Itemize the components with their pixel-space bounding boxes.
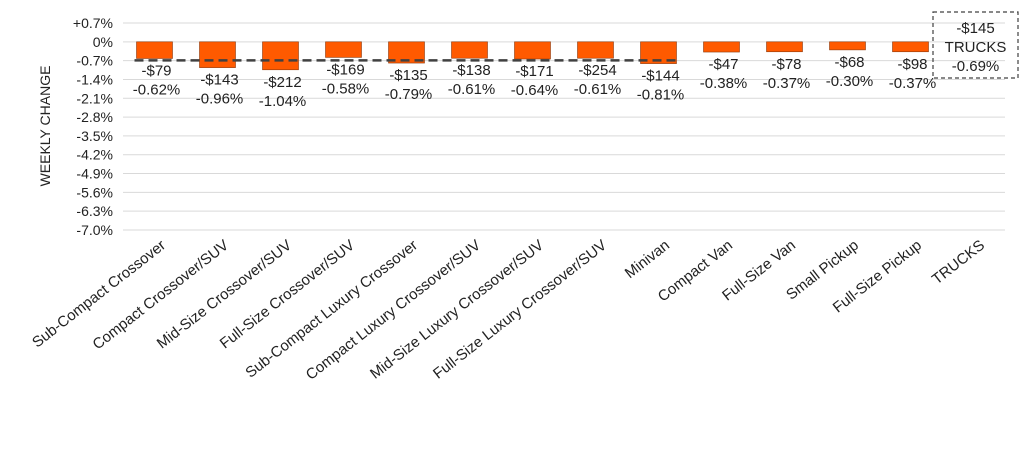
- bar: [703, 41, 740, 53]
- bar-dollar-label: -$135: [389, 67, 427, 84]
- bar-dollar-label: -$171: [515, 63, 553, 80]
- bar-dollar-label: -$78: [771, 56, 801, 73]
- bar: [892, 41, 929, 53]
- summary-dollar: -$145: [956, 20, 994, 37]
- bar-dollar-label: -$144: [641, 68, 679, 85]
- bar: [325, 41, 362, 58]
- bar: [262, 41, 299, 71]
- y-tick-label: 0%: [93, 34, 113, 50]
- y-tick-label: -7.0%: [76, 222, 113, 238]
- y-tick-label: -6.3%: [76, 203, 113, 219]
- bar-dollar-label: -$212: [263, 74, 301, 91]
- bar-percent-label: -0.37%: [763, 75, 811, 92]
- bar-dollar-label: -$143: [200, 72, 238, 89]
- bar-percent-label: -0.58%: [322, 80, 370, 97]
- summary-label: TRUCKS: [945, 39, 1007, 56]
- bar-percent-label: -0.79%: [385, 86, 433, 103]
- bar-dollar-label: -$47: [708, 56, 738, 73]
- data-labels: -$79 -0.62% -$143 -0.96% -$212 -1.04% -$169 -0.…: [133, 54, 937, 110]
- y-tick-label: -5.6%: [76, 184, 113, 200]
- y-tick-label: -1.4%: [76, 71, 113, 87]
- bar: [451, 41, 488, 59]
- bar-percent-label: -0.62%: [133, 81, 181, 98]
- bar-dollar-label: -$68: [834, 54, 864, 71]
- bar: [514, 41, 551, 60]
- x-tick-label: Minivan: [622, 237, 673, 282]
- bar-percent-label: -0.96%: [196, 91, 244, 108]
- bar-percent-label: -0.81%: [637, 87, 685, 104]
- bar-percent-label: -0.30%: [826, 73, 874, 90]
- bar: [829, 41, 866, 51]
- bar: [136, 41, 173, 59]
- y-tick-label: -3.5%: [76, 128, 113, 144]
- bar-dollar-label: -$79: [141, 62, 171, 79]
- bars: [136, 41, 929, 71]
- bar-percent-label: -1.04%: [259, 93, 307, 110]
- bar-percent-label: -0.38%: [700, 75, 748, 92]
- bar-dollar-label: -$169: [326, 61, 364, 78]
- bar-dollar-label: -$98: [897, 56, 927, 73]
- y-axis-ticks: +0.7% 0% -0.7% -1.4% -2.1% -2.8% -3.5% -4.2% -4.…: [73, 15, 113, 238]
- bar-percent-label: -0.37%: [889, 75, 937, 92]
- bar: [577, 41, 614, 59]
- bar: [640, 41, 677, 64]
- y-tick-label: -2.8%: [76, 109, 113, 125]
- x-tick-label: TRUCKS: [929, 237, 988, 288]
- y-tick-label: -4.2%: [76, 147, 113, 163]
- bar-dollar-label: -$254: [578, 62, 616, 79]
- y-tick-label: +0.7%: [73, 15, 113, 31]
- y-axis-label: WEEKLY CHANGE: [37, 66, 53, 187]
- bar: [766, 41, 803, 53]
- y-tick-label: -0.7%: [76, 53, 113, 69]
- bar-percent-label: -0.61%: [574, 81, 622, 98]
- y-tick-label: -4.9%: [76, 166, 113, 182]
- bar-dollar-label: -$138: [452, 62, 490, 79]
- bar: [388, 41, 425, 64]
- summary-percent: -0.69%: [952, 58, 1000, 75]
- bar-percent-label: -0.61%: [448, 81, 496, 98]
- gridlines: [123, 22, 1005, 231]
- summary-box: -$145 TRUCKS -0.69%: [932, 11, 1019, 79]
- bar-percent-label: -0.64%: [511, 82, 559, 99]
- bar: [199, 41, 236, 68]
- y-tick-label: -2.1%: [76, 90, 113, 106]
- summary-box-border: [932, 11, 1019, 79]
